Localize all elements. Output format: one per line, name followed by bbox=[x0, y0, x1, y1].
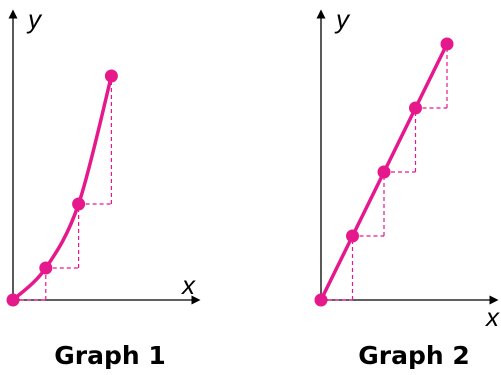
graph-2-y-axis-label: y bbox=[334, 4, 351, 34]
graph-1-data-point bbox=[72, 197, 86, 211]
graph-1-curve bbox=[11, 74, 114, 302]
graph-2-data-point bbox=[377, 165, 391, 179]
graph-1-data-point bbox=[6, 293, 20, 307]
graph-2-data-point bbox=[440, 37, 454, 51]
graph-2-x-axis-label: x bbox=[484, 302, 500, 332]
graph-1-title: Graph 1 bbox=[54, 341, 166, 370]
graph-1-y-axis-label: y bbox=[26, 4, 43, 34]
graph-2: y x Graph 2 bbox=[314, 4, 500, 370]
graph-1-step-guides bbox=[13, 76, 113, 301]
graph-1: y x Graph 1 bbox=[6, 4, 201, 370]
graph-2-step-guides bbox=[321, 44, 448, 301]
graph-2-points bbox=[314, 37, 454, 307]
graph-1-points bbox=[6, 69, 118, 307]
graph-2-title: Graph 2 bbox=[358, 341, 470, 370]
graph-1-x-axis-label: x bbox=[180, 270, 196, 300]
graph-2-data-point bbox=[346, 229, 359, 243]
graph-2-data-point bbox=[409, 101, 422, 115]
graph-2-data-point bbox=[314, 293, 328, 307]
graph-1-data-point bbox=[104, 69, 118, 83]
graph-1-data-point bbox=[39, 261, 53, 275]
